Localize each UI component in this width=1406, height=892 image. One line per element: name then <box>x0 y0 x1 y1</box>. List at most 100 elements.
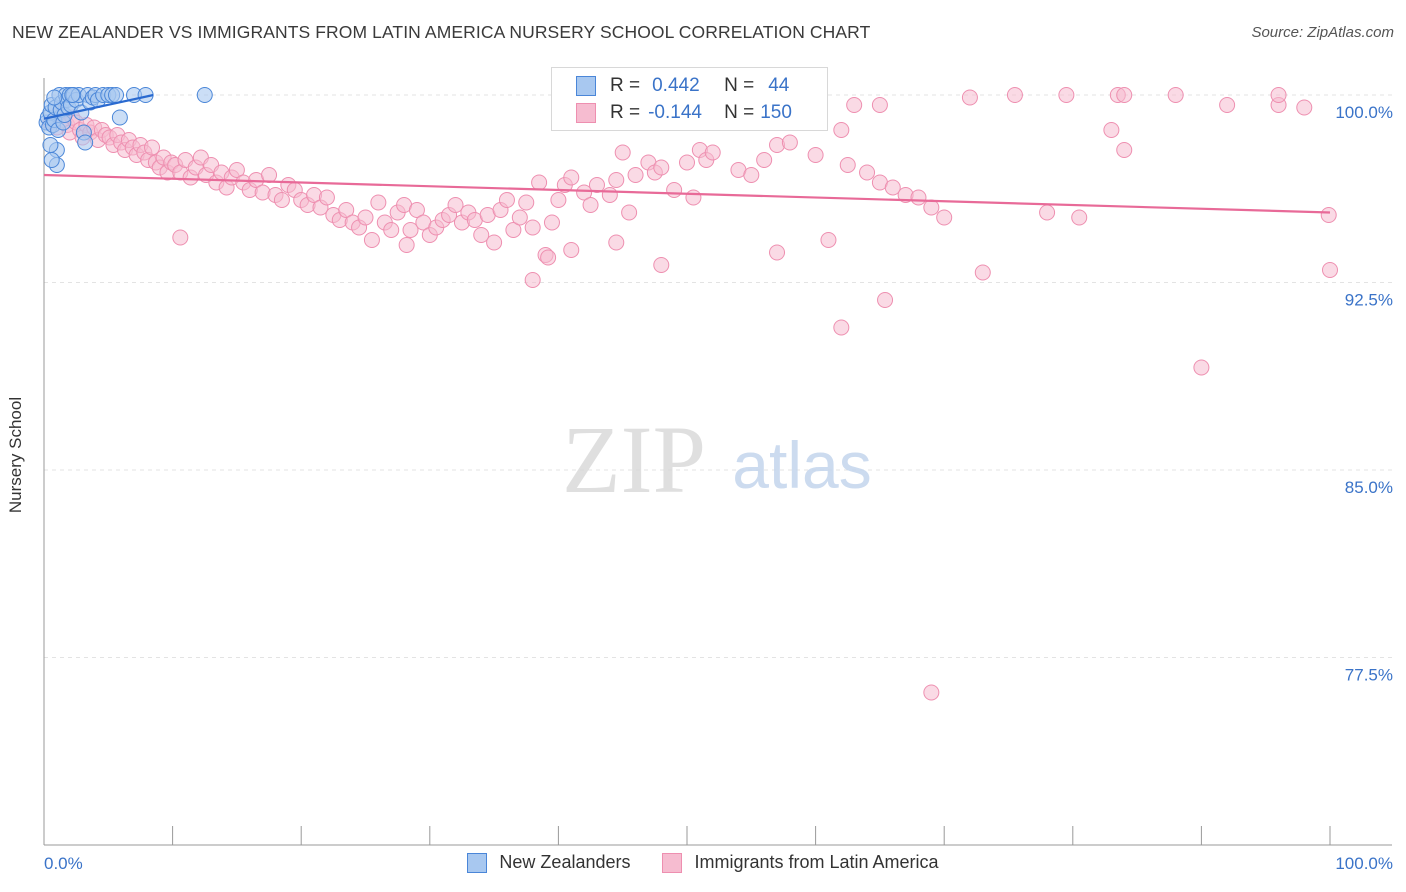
data-point-latin-america <box>531 174 548 191</box>
data-point-latin-america <box>228 162 245 178</box>
data-point-latin-america <box>505 222 522 238</box>
data-point-latin-america <box>601 187 618 203</box>
legend-row-new-zealanders: R = 0.442 N = 44 <box>576 74 789 98</box>
data-point-latin-america <box>653 257 670 273</box>
data-point-latin-america <box>910 189 927 206</box>
y-tick-label: 100.0% <box>1335 103 1393 122</box>
data-point-latin-america <box>936 209 953 226</box>
data-point-latin-america <box>1296 99 1313 116</box>
legend-swatch-pink <box>576 103 596 123</box>
data-point-latin-america <box>877 292 894 308</box>
data-point-latin-america <box>563 242 580 258</box>
data-point-latin-america <box>1193 359 1210 376</box>
data-point-latin-america <box>370 194 387 211</box>
series-legend: New Zealanders Immigrants from Latin Ame… <box>0 852 1406 873</box>
data-point-latin-america <box>318 189 335 206</box>
y-tick-label: 77.5% <box>1345 666 1393 685</box>
data-point-latin-america <box>473 227 490 243</box>
data-point-latin-america <box>486 234 503 251</box>
data-point-latin-america <box>357 209 374 226</box>
legend-n-value: 44 <box>768 75 790 96</box>
data-point-latin-america <box>1322 262 1338 278</box>
data-point-latin-america <box>363 232 380 248</box>
data-point-latin-america <box>974 264 991 281</box>
data-point-latin-america <box>756 152 773 168</box>
data-point-new-zealanders <box>46 89 63 106</box>
legend-row-latin-america: R = -0.144 N = 150 <box>576 101 792 125</box>
data-point-latin-america <box>685 189 702 206</box>
data-point-latin-america <box>447 197 464 213</box>
chart-title: NEW ZEALANDER VS IMMIGRANTS FROM LATIN A… <box>12 22 871 42</box>
y-axis-label-wrap: Nursery School <box>6 355 26 513</box>
data-point-latin-america <box>383 222 400 238</box>
data-point-latin-america <box>254 184 271 201</box>
watermark-atlas: atlas <box>732 428 871 502</box>
data-point-latin-america <box>1103 122 1120 138</box>
data-point-latin-america <box>859 164 876 181</box>
data-point-latin-america <box>666 182 683 198</box>
data-point-latin-america <box>588 177 605 193</box>
y-tick-labels: 100.0% 92.5% 85.0% 77.5% <box>1335 103 1393 685</box>
data-point-latin-america <box>576 184 593 201</box>
data-point-new-zealanders <box>43 152 60 168</box>
data-point-latin-america <box>1116 87 1133 103</box>
data-point-latin-america <box>540 249 557 266</box>
legend-r-label: R = <box>610 75 641 96</box>
data-point-latin-america <box>511 209 528 226</box>
data-point-latin-america <box>679 154 695 171</box>
data-point-latin-america <box>839 157 856 173</box>
x-tick-label-max: 100.0% <box>1335 854 1393 873</box>
data-point-latin-america <box>1058 87 1075 103</box>
data-point-latin-america <box>653 159 670 176</box>
data-point-latin-america <box>608 172 625 188</box>
trend-lines <box>43 93 1331 214</box>
legend-swatch-blue <box>467 852 488 873</box>
data-point-latin-america <box>807 147 824 163</box>
legend-label-latin-america: Immigrants from Latin America <box>694 852 939 872</box>
data-point-latin-america <box>273 192 290 208</box>
data-point-latin-america <box>781 134 798 151</box>
data-point-new-zealanders <box>42 137 59 153</box>
data-point-latin-america <box>769 137 786 153</box>
data-point-latin-america <box>550 192 567 208</box>
data-point-latin-america <box>172 229 189 246</box>
legend-label-new-zealanders: New Zealanders <box>499 852 631 872</box>
trend-line-latin-america <box>43 173 1331 214</box>
data-point-latin-america <box>961 89 978 106</box>
data-point-latin-america <box>408 202 425 218</box>
series-latin-america <box>42 87 1338 701</box>
data-point-latin-america <box>582 197 599 213</box>
data-point-latin-america <box>543 214 560 231</box>
series-new-zealanders <box>38 87 213 173</box>
legend-n-label: N = <box>724 75 755 96</box>
data-point-latin-america <box>608 234 625 251</box>
data-point-latin-america <box>1320 207 1337 223</box>
data-point-new-zealanders <box>196 87 213 103</box>
data-point-latin-america <box>1006 87 1023 103</box>
trend-line-new-zealanders <box>43 93 154 120</box>
x-tick-labels: 0.0% 100.0% <box>44 854 1393 873</box>
data-point-latin-america <box>1219 97 1236 113</box>
data-point-latin-america <box>923 684 940 701</box>
data-point-latin-america <box>621 204 638 221</box>
data-point-latin-america <box>524 272 541 288</box>
y-tick-label: 92.5% <box>1345 291 1393 310</box>
data-point-latin-america <box>833 319 850 336</box>
data-point-latin-america <box>524 219 541 236</box>
axes <box>43 78 1392 846</box>
data-point-latin-america <box>769 244 786 261</box>
source-label: Source: ZipAtlas.com <box>1251 24 1394 41</box>
data-point-latin-america <box>261 167 278 183</box>
legend-item-latin-america: Immigrants from Latin America <box>662 852 939 873</box>
y-axis-label: Nursery School <box>6 396 25 514</box>
legend-r-label: R = <box>610 102 641 123</box>
data-point-latin-america <box>398 237 415 253</box>
legend-r-value: 0.442 <box>652 75 700 96</box>
watermark: ZIP atlas <box>562 406 872 513</box>
y-tick-label: 85.0% <box>1345 478 1393 497</box>
data-point-latin-america <box>1071 209 1088 226</box>
legend-n-value: 150 <box>760 102 792 123</box>
legend-n-label: N = <box>724 102 755 123</box>
data-point-latin-america <box>614 144 631 161</box>
data-point-latin-america <box>846 97 863 113</box>
